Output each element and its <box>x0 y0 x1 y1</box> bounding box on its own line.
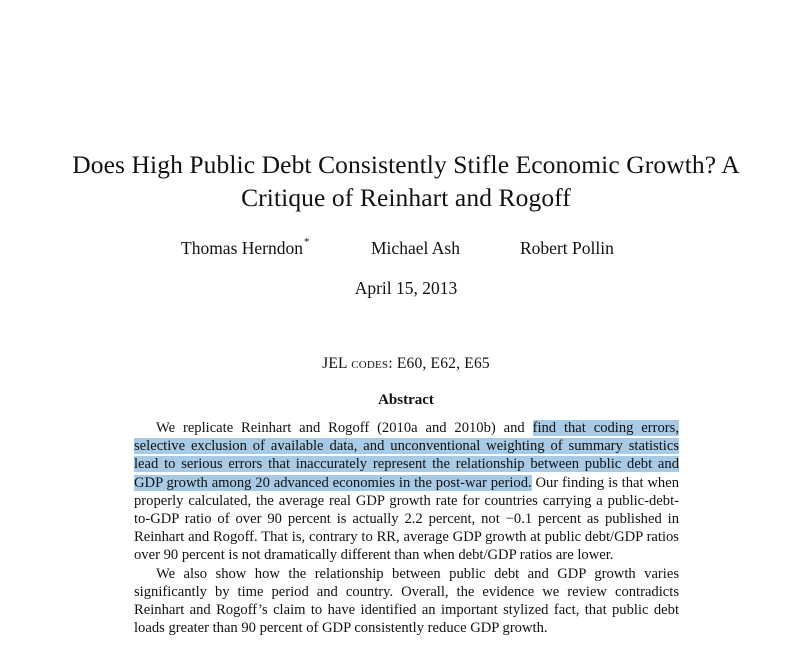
jel-label: JEL codes: <box>322 355 393 372</box>
author-name: Michael Ash <box>371 238 460 258</box>
paper-date: April 15, 2013 <box>354 278 458 298</box>
paper-title: Does High Public Debt Consistently Stifl… <box>72 150 740 212</box>
jel-codes-line: JEL codes: E60, E62, E65 <box>0 355 812 373</box>
abstract-paragraph: We also show how the relationship betwee… <box>134 565 679 638</box>
jel-codes: E60, E62, E65 <box>396 355 490 372</box>
author-name: Thomas Herndon <box>181 238 303 258</box>
abstract-paragraph: We replicate Reinhart and Rogoff (2010a … <box>134 419 679 565</box>
abstract-text: Our finding is that when properly calcul… <box>134 474 679 564</box>
author-name: Robert Pollin <box>520 238 614 258</box>
author-herndon: Thomas Herndon* <box>181 236 310 259</box>
author-ash: Michael Ash <box>371 238 460 259</box>
abstract-text: We also show how the relationship betwee… <box>134 565 679 637</box>
author-pollin: Robert Pollin <box>520 238 614 259</box>
abstract-heading: Abstract <box>378 392 434 408</box>
abstract-text: We replicate Reinhart and Rogoff (2010a … <box>156 420 533 436</box>
author-footnote-mark: * <box>304 236 310 248</box>
abstract-body: We replicate Reinhart and Rogoff (2010a … <box>134 419 679 637</box>
